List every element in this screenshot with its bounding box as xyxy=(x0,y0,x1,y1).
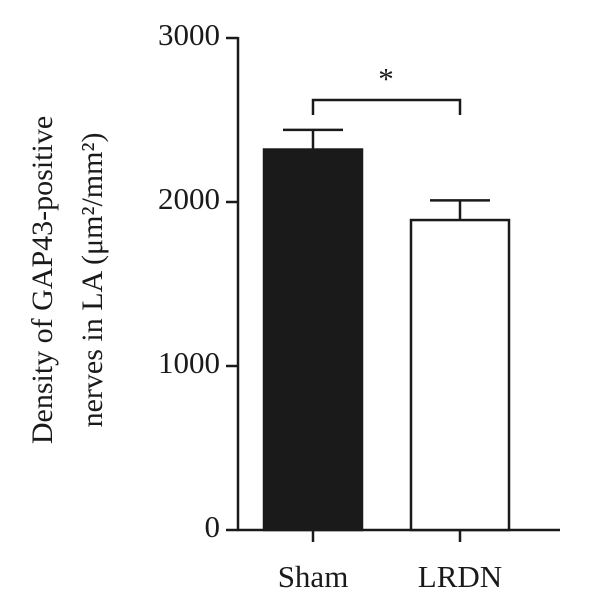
y-axis-label: nerves in LA (μm²/mm²) xyxy=(76,133,109,428)
y-tick-label: 3000 xyxy=(158,17,220,52)
y-tick-label: 0 xyxy=(205,509,221,544)
y-tick-label: 2000 xyxy=(158,181,220,216)
bar xyxy=(262,148,364,532)
y-axis-label-2: nerves in LA (μm²/mm²) xyxy=(76,133,109,428)
bar xyxy=(409,218,511,532)
significance-bracket xyxy=(311,98,462,115)
y-tick-label: 1000 xyxy=(158,345,220,380)
x-tick-label: Sham xyxy=(278,559,349,594)
y-axis-label: Density of GAP43-positive xyxy=(26,116,59,444)
significance-label: * xyxy=(378,61,394,96)
y-axis-label-1: Density of GAP43-positive xyxy=(26,116,59,444)
x-tick-label: LRDN xyxy=(418,559,502,594)
